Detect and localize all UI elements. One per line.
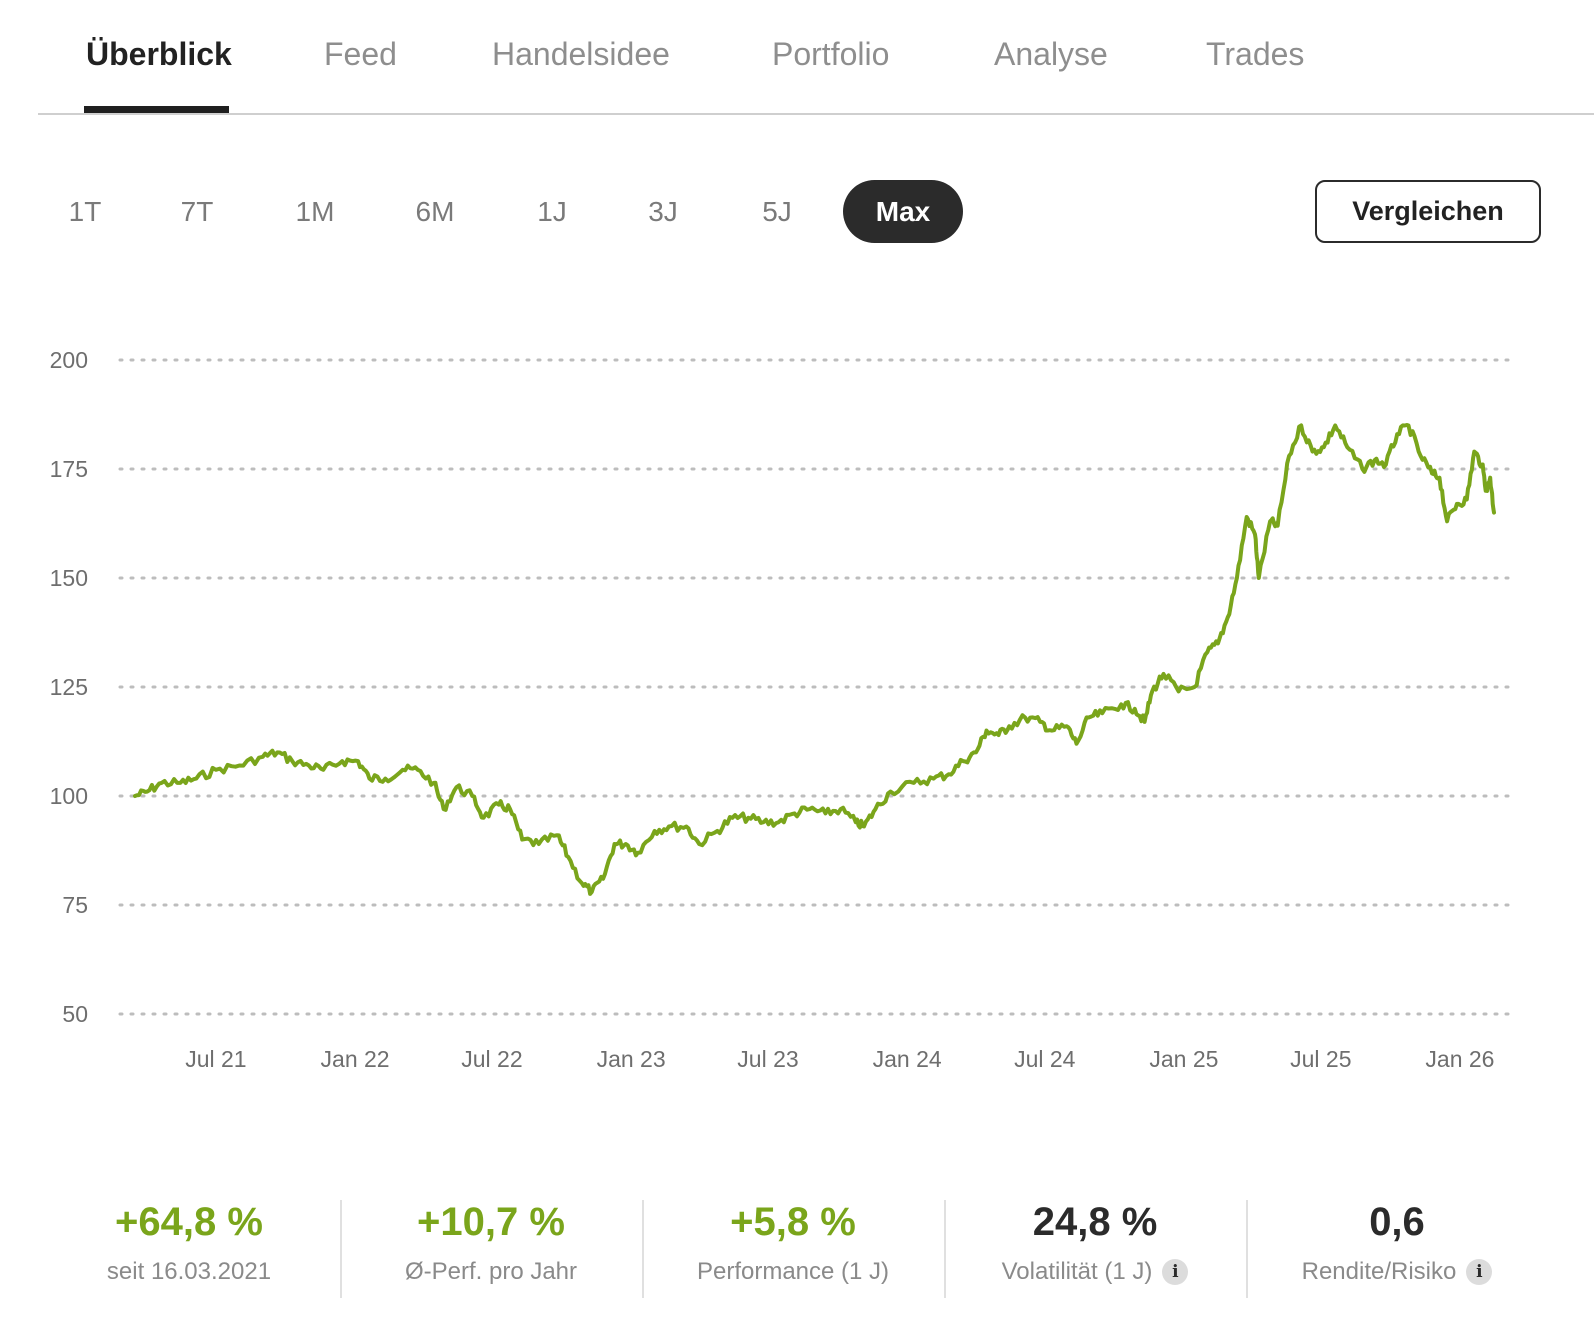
- tab-handelsidee[interactable]: Handelsidee: [492, 36, 670, 72]
- y-tick-label: 175: [50, 456, 88, 482]
- y-tick-label: 125: [50, 674, 88, 700]
- stat-label: Rendite/Risiko: [1301, 1258, 1457, 1285]
- tab-analyse[interactable]: Analyse: [994, 36, 1108, 72]
- info-icon[interactable]: i: [1466, 1259, 1493, 1285]
- stat-label: Volatilität (1 J): [1001, 1258, 1153, 1285]
- tab-feed[interactable]: Feed: [324, 36, 397, 72]
- x-tick-label: Jan 22: [321, 1046, 390, 1072]
- range-max[interactable]: Max: [843, 180, 963, 243]
- stats-bar: +64,8 % seit 16.03.2021 +10,7 % Ø-Perf. …: [38, 1200, 1548, 1300]
- compare-button[interactable]: Vergleichen: [1315, 180, 1541, 243]
- info-icon[interactable]: i: [1162, 1259, 1189, 1285]
- stat-volatility-1y: 24,8 % Volatilität (1 J) i: [944, 1200, 1246, 1300]
- range-3j[interactable]: 3J: [648, 195, 678, 227]
- range-6m[interactable]: 6M: [415, 195, 455, 227]
- stat-return-risk: 0,6 Rendite/Risiko i: [1246, 1200, 1548, 1300]
- stat-value: +64,8 %: [115, 1200, 263, 1244]
- stat-performance-1y: +5,8 % Performance (1 J): [642, 1200, 944, 1300]
- range-1j[interactable]: 1J: [537, 195, 567, 227]
- stat-label: Performance (1 J): [696, 1258, 890, 1285]
- tab-portfolio[interactable]: Portfolio: [772, 36, 890, 72]
- performance-chart: 50 75 100 125 150 175 200 Jul 21 Jan 22 Jul 22 Ja…: [50, 347, 1512, 1072]
- chart-grid: [118, 358, 1512, 1016]
- stat-value: +10,7 %: [417, 1200, 565, 1244]
- range-1t[interactable]: 1T: [68, 195, 102, 227]
- x-tick-label: Jan 25: [1149, 1046, 1218, 1072]
- active-tab-indicator: [84, 106, 229, 113]
- y-tick-label: 150: [50, 565, 88, 591]
- stat-value: +5,8 %: [730, 1200, 856, 1244]
- x-axis-ticks: Jul 21 Jan 22 Jul 22 Jan 23 Jul 23 Jan 24 Jul …: [185, 1046, 1494, 1072]
- stat-value: 0,6: [1369, 1200, 1425, 1244]
- range-5j[interactable]: 5J: [762, 195, 792, 227]
- x-tick-label: Jul 24: [1014, 1046, 1076, 1072]
- x-tick-label: Jul 23: [737, 1046, 798, 1072]
- stat-since-start: +64,8 % seit 16.03.2021: [38, 1200, 340, 1300]
- stat-avg-per-year: +10,7 % Ø-Perf. pro Jahr: [340, 1200, 642, 1300]
- series-line: [133, 423, 1496, 896]
- tab-trades[interactable]: Trades: [1206, 36, 1305, 72]
- y-tick-label: 200: [50, 347, 88, 373]
- y-tick-label: 75: [62, 892, 88, 918]
- y-tick-label: 100: [50, 783, 88, 809]
- y-axis-ticks: 50 75 100 125 150 175 200: [50, 347, 88, 1027]
- y-tick-label: 50: [62, 1001, 88, 1027]
- x-tick-label: Jul 21: [185, 1046, 246, 1072]
- range-7t[interactable]: 7T: [180, 195, 214, 227]
- stat-label: seit 16.03.2021: [106, 1258, 272, 1285]
- tab-bar: Überblick Feed Handelsidee Portfolio Ana…: [38, 0, 1594, 115]
- stat-value: 24,8 %: [1032, 1200, 1158, 1244]
- x-tick-label: Jan 23: [597, 1046, 666, 1072]
- range-1m[interactable]: 1M: [295, 195, 335, 227]
- tab-ueberblick[interactable]: Überblick: [86, 36, 232, 72]
- stat-label: Ø-Perf. pro Jahr: [404, 1258, 578, 1285]
- x-tick-label: Jul 25: [1290, 1046, 1351, 1072]
- x-tick-label: Jan 26: [1425, 1046, 1494, 1072]
- x-tick-label: Jul 22: [461, 1046, 522, 1072]
- x-tick-label: Jan 24: [873, 1046, 942, 1072]
